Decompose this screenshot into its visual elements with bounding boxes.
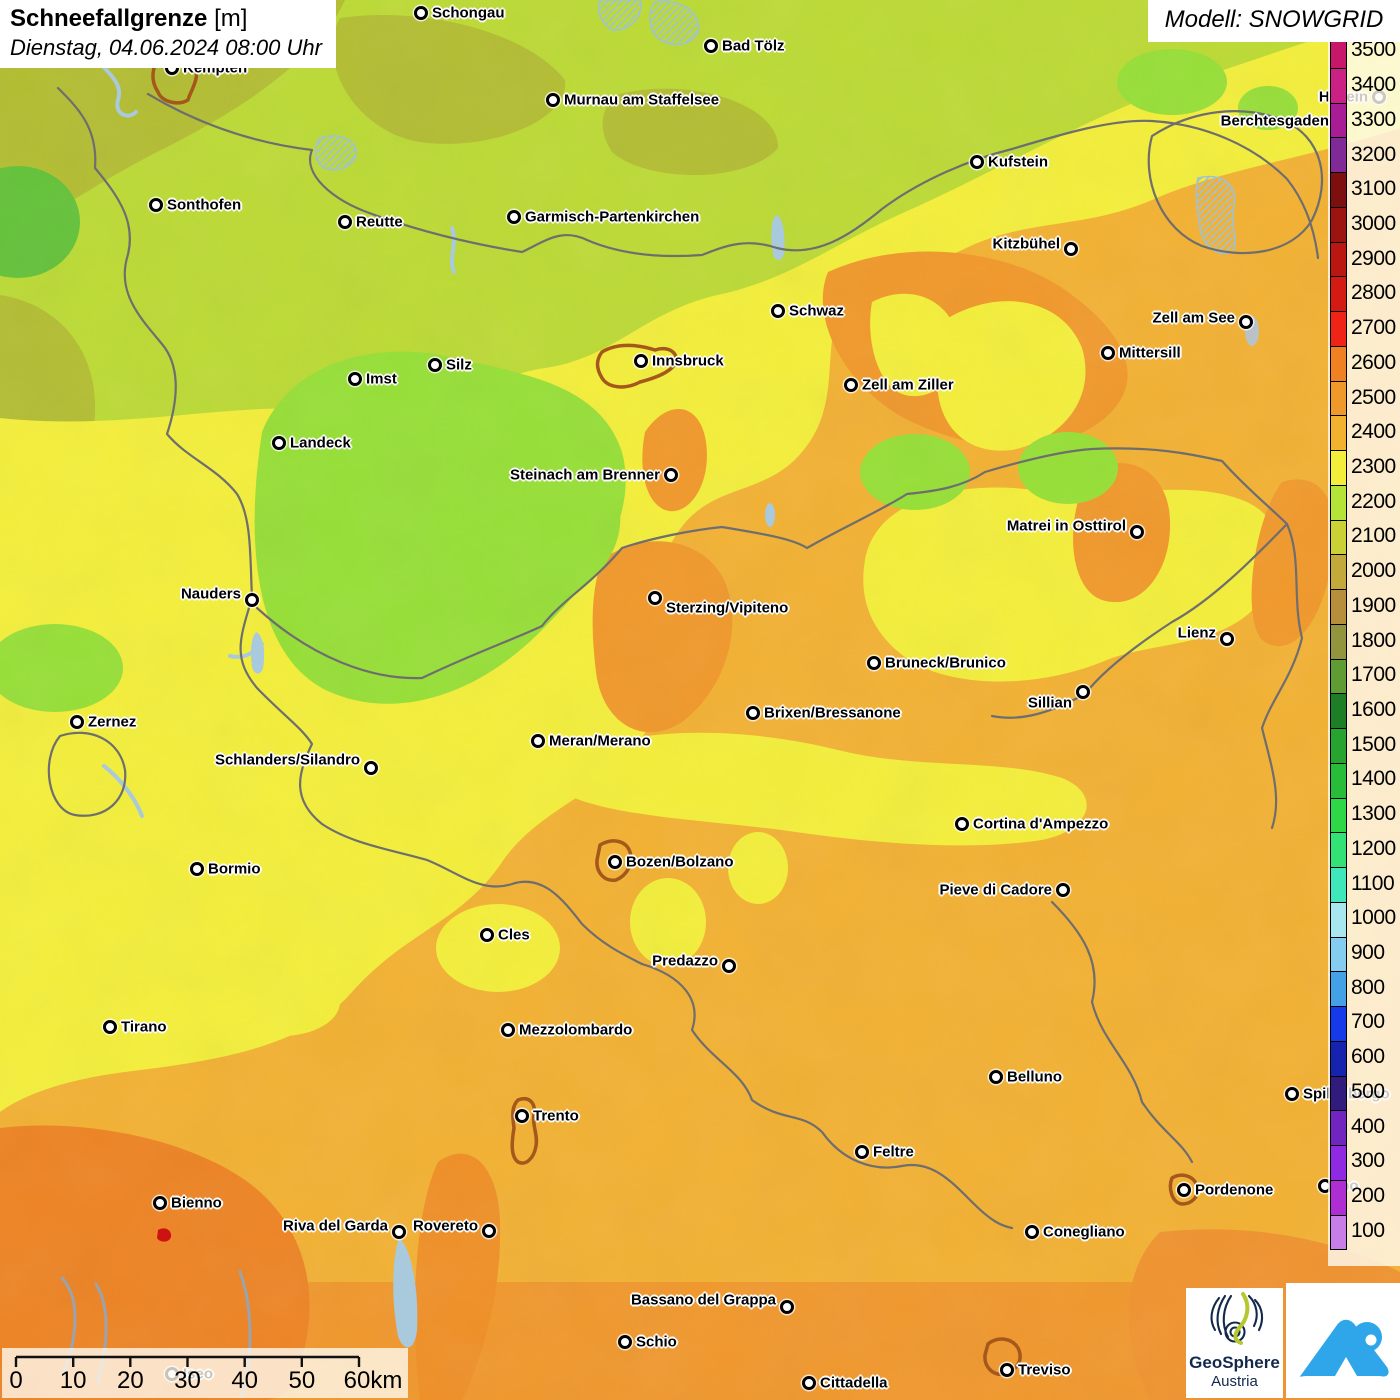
colorbar-swatch (1331, 798, 1346, 834)
colorbar-swatch (1331, 902, 1346, 938)
colorbar-swatch (1331, 520, 1346, 556)
colorbar-swatch (1331, 277, 1346, 312)
colorbar (1330, 33, 1347, 1250)
country-borders (47, 86, 1324, 1230)
page-title: Schneefallgrenze [m] (10, 5, 322, 33)
colorbar-tick-label: 200 (1351, 1184, 1385, 1208)
colorbar-swatch (1331, 555, 1346, 590)
colorbar-swatch (1331, 381, 1346, 417)
title-box: Schneefallgrenze [m] Dienstag, 04.06.202… (0, 0, 336, 68)
colorbar-swatch (1331, 1180, 1346, 1216)
scale-bar-label: 0 (9, 1367, 23, 1394)
colorbar-swatch (1331, 312, 1346, 347)
colorbar-swatch (1331, 416, 1346, 451)
colorbar-tick-label: 1500 (1351, 732, 1396, 756)
colorbar-swatch (1331, 1007, 1346, 1042)
map-title: Schneefallgrenze (10, 5, 208, 32)
colorbar-swatch (1331, 1111, 1346, 1146)
model-label: Modell: SNOWGRID (1148, 0, 1400, 42)
colorbar-swatch (1331, 485, 1346, 521)
mountain-icon (1299, 1319, 1389, 1377)
colorbar-swatch (1331, 173, 1346, 208)
colorbar-tick-label: 1600 (1351, 698, 1396, 722)
colorbar-tick-label: 1000 (1351, 906, 1396, 930)
snowgrid-logo-box (1286, 1283, 1400, 1398)
colorbar-tick-label: 1900 (1351, 593, 1396, 617)
scale-bar-label: 50 (288, 1367, 316, 1394)
colorbar-swatch (1331, 451, 1346, 486)
red-spot (157, 1228, 172, 1242)
colorbar-swatch (1331, 972, 1346, 1007)
colorbar-tick-label: 3500 (1351, 38, 1396, 62)
colorbar-swatch (1331, 1076, 1346, 1112)
colorbar-tick-label: 1100 (1351, 871, 1395, 895)
colorbar-swatch (1331, 1041, 1346, 1077)
colorbar-swatch (1331, 103, 1346, 139)
scale-bar-label: 40 (231, 1367, 259, 1394)
colorbar-tick-label: 400 (1351, 1114, 1385, 1138)
colorbar-labels: 3500 3400 3300 3200 3100 3000 2900 2800 2700 2600… (1351, 33, 1400, 1248)
colorbar-tick-label: 2200 (1351, 489, 1396, 513)
colorbar-swatch (1331, 624, 1346, 660)
colorbar-swatch (1331, 68, 1346, 104)
colorbar-tick-label: 1800 (1351, 628, 1396, 652)
colorbar-swatch (1331, 242, 1346, 278)
colorbar-tick-label: 1400 (1351, 767, 1396, 791)
colorbar-tick-label: 2400 (1351, 420, 1396, 444)
scale-bar-ruler (14, 1355, 361, 1367)
geosphere-logo-box: GeoSphere Austria (1186, 1288, 1283, 1398)
scale-bar-label: 20 (116, 1367, 144, 1394)
colorbar-tick-label: 500 (1351, 1079, 1385, 1103)
colorbar-swatch (1331, 138, 1346, 173)
colorbar-tick-label: 2800 (1351, 281, 1396, 305)
colorbar-tick-label: 800 (1351, 975, 1385, 999)
colorbar-swatch (1331, 729, 1346, 764)
colorbar-tick-label: 2700 (1351, 316, 1396, 340)
colorbar-swatch (1331, 868, 1346, 903)
colorbar-swatch (1331, 694, 1346, 729)
colorbar-swatch (1331, 1146, 1346, 1181)
colorbar-tick-label: 2500 (1351, 385, 1396, 409)
colorbar-swatch (1331, 763, 1346, 799)
colorbar-tick-label: 3000 (1351, 211, 1396, 235)
colorbar-swatch (1331, 590, 1346, 625)
colorbar-tick-label: 3200 (1351, 142, 1396, 166)
colorbar-tick-label: 600 (1351, 1045, 1385, 1069)
colorbar-tick-label: 100 (1351, 1218, 1385, 1242)
colorbar-swatch (1331, 346, 1346, 382)
colorbar-swatch (1331, 207, 1346, 243)
geosphere-sub: Austria (1211, 1372, 1258, 1390)
geosphere-logo-icon (1209, 1292, 1263, 1345)
colorbar-swatch (1331, 833, 1346, 868)
lakes-rivers (60, 0, 1259, 1398)
colorbar-tick-label: 300 (1351, 1149, 1385, 1173)
colorbar-tick-label: 900 (1351, 941, 1385, 965)
colorbar-tick-label: 2100 (1351, 524, 1396, 548)
colorbar-swatch (1331, 34, 1346, 69)
geosphere-name: GeoSphere (1189, 1353, 1280, 1372)
scale-bar: 0 10 20 30 40 50 60km (2, 1348, 408, 1398)
scale-bar-label: 60km (343, 1367, 403, 1394)
colorbar-swatch (1331, 1215, 1346, 1250)
colorbar-tick-label: 2000 (1351, 559, 1396, 583)
map-unit: [m] (214, 5, 248, 32)
colorbar-tick-label: 2900 (1351, 246, 1396, 270)
colorbar-swatch (1331, 659, 1346, 695)
scale-bar-label: 10 (59, 1367, 87, 1394)
colorbar-tick-label: 3300 (1351, 107, 1396, 131)
colorbar-tick-label: 1300 (1351, 802, 1396, 826)
colorbar-tick-label: 2600 (1351, 350, 1396, 374)
colorbar-tick-label: 2300 (1351, 454, 1396, 478)
colorbar-tick-label: 3400 (1351, 73, 1396, 97)
colorbar-tick-label: 1200 (1351, 836, 1396, 860)
colorbar-tick-label: 700 (1351, 1010, 1385, 1034)
scale-bar-label: 30 (174, 1367, 201, 1394)
map-datetime: Dienstag, 04.06.2024 08:00 Uhr (10, 35, 322, 60)
colorbar-tick-label: 1700 (1351, 663, 1396, 687)
colorbar-swatch (1331, 937, 1346, 973)
colorbar-tick-label: 3100 (1351, 177, 1396, 201)
